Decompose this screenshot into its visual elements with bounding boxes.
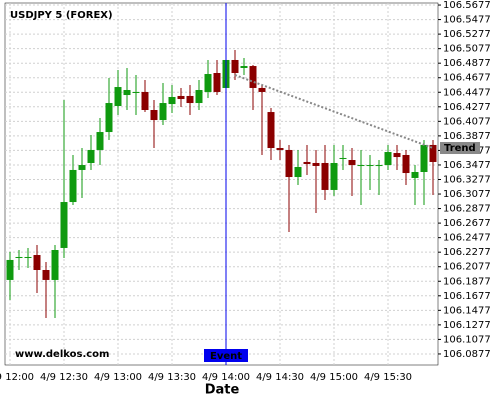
candle-body (204, 74, 212, 92)
x-tick-label: 4/9 14:30 (256, 372, 304, 383)
x-tick-label: 4/9 15:30 (364, 372, 412, 383)
y-tick-label: 106.3277 (443, 174, 491, 185)
candle-body (357, 165, 365, 167)
candle-body (114, 87, 122, 107)
candle-body (141, 91, 149, 111)
x-tick-label: 4/9 15:00 (310, 372, 358, 383)
candle-body (132, 91, 140, 93)
candle-body (375, 165, 383, 167)
x-tick-label: 4/9 13:30 (148, 372, 196, 383)
x-tick-label: 4/9 12:30 (40, 372, 88, 383)
y-tick-label: 106.5077 (443, 44, 491, 55)
candle-body (339, 157, 347, 159)
candle-body (78, 165, 86, 170)
y-tick-label: 106.1877 (443, 276, 491, 287)
candle-body (384, 152, 392, 166)
y-tick-label: 106.4077 (443, 116, 491, 127)
y-tick-label: 106.2277 (443, 247, 491, 258)
candle-body (303, 161, 311, 165)
candle-body (420, 144, 428, 173)
y-tick-label: 106.3077 (443, 189, 491, 200)
watermark: www.delkos.com (15, 349, 109, 360)
y-tick-label: 106.2677 (443, 218, 491, 229)
y-tick-label: 106.0877 (443, 349, 491, 360)
y-tick-label: 106.5477 (443, 15, 491, 26)
y-tick-label: 106.3877 (443, 131, 491, 142)
candle-body (348, 160, 356, 166)
candle-body (6, 259, 14, 280)
x-tick-label: 4/9 14:00 (202, 372, 250, 383)
candle-body (105, 103, 113, 133)
candle-body (69, 169, 77, 203)
candle-body (267, 112, 275, 149)
candle-body (321, 162, 329, 190)
y-tick-label: 106.1077 (443, 334, 491, 345)
event-label-box (204, 349, 248, 362)
y-tick-label: 106.4277 (443, 102, 491, 113)
candle-body (258, 87, 266, 92)
candle-body (177, 95, 185, 100)
y-tick-label: 106.4877 (443, 58, 491, 69)
candle-body (186, 95, 194, 104)
candle-body (96, 132, 104, 150)
candle-body (87, 149, 95, 163)
candle-body (33, 255, 41, 270)
candle-body (24, 256, 32, 258)
y-tick-label: 106.2477 (443, 233, 491, 244)
candle-body (393, 153, 401, 158)
candle-body (249, 66, 257, 88)
candle-body (15, 256, 23, 258)
trend-label: Trend (444, 143, 476, 154)
candle-body (276, 148, 284, 150)
y-tick-label: 106.3477 (443, 160, 491, 171)
chart-title: USDJPY 5 (FOREX) (10, 10, 113, 21)
y-tick-label: 106.1477 (443, 305, 491, 316)
candle-body (429, 144, 437, 162)
y-tick-label: 106.1277 (443, 320, 491, 331)
y-tick-label: 106.2077 (443, 262, 491, 273)
x-axis-label: Date (205, 383, 240, 398)
candle-body (150, 110, 158, 121)
y-tick-label: 106.1677 (443, 291, 491, 302)
trend-line (234, 74, 434, 149)
event-label: Event (210, 351, 242, 362)
y-tick-label: 106.4677 (443, 73, 491, 84)
candle-body (285, 149, 293, 178)
candle-body (330, 162, 338, 190)
candle-body (213, 73, 221, 92)
candle-body (240, 66, 248, 68)
candle-body (159, 103, 167, 121)
candle-body (123, 90, 131, 96)
x-tick-label: 4/9 12:00 (0, 372, 34, 383)
candle-body (42, 269, 50, 280)
candle-body (51, 250, 59, 280)
x-tick-label: 4/9 13:00 (94, 372, 142, 383)
candle-body (411, 172, 419, 178)
candle-body (231, 59, 239, 74)
candle-body (60, 202, 68, 248)
trend-label-box (440, 142, 480, 155)
candle-body (195, 90, 203, 104)
candle-body (294, 166, 302, 178)
y-tick-label: 106.4477 (443, 87, 491, 98)
candle-body (312, 162, 320, 166)
candle-body (366, 165, 374, 167)
y-tick-label: 106.5277 (443, 29, 491, 40)
candle-body (402, 154, 410, 174)
candle-body (168, 96, 176, 105)
y-tick-label: 106.5677 (443, 0, 491, 11)
y-tick-label: 106.2877 (443, 204, 491, 215)
